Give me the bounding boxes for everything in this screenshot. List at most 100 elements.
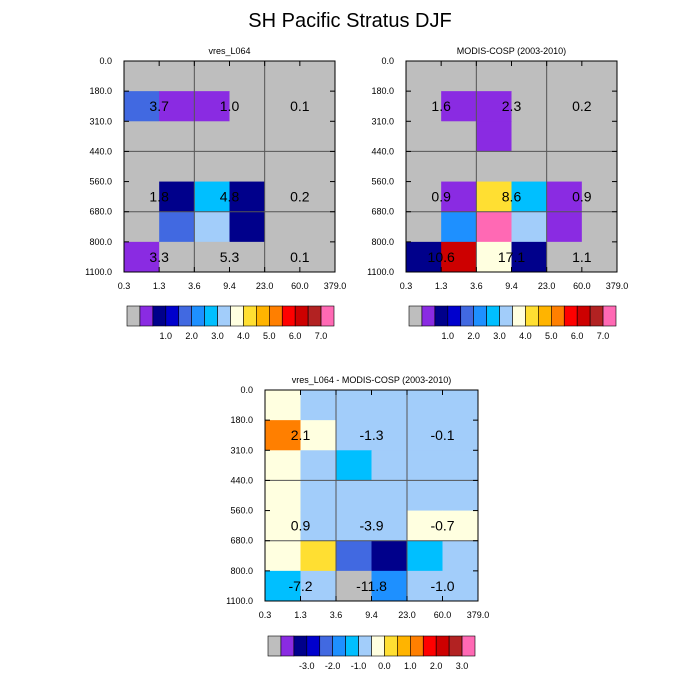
diff-colorbar-box: [422, 635, 437, 657]
diff-cell-r1-c4: [407, 420, 443, 451]
diff-value-label: -1.0: [430, 578, 454, 594]
diff-cell-r3-c2: [336, 480, 372, 512]
diff-colorbar-box: [384, 635, 398, 657]
diff-cell-r3-c1: [300, 480, 337, 512]
modis-title: MODIS-COSP (2003-2010): [457, 46, 566, 56]
vres-value-label: 0.2: [290, 189, 310, 205]
modis-value-label: 1.6: [431, 98, 451, 114]
diff-ytick-label: 800.0: [230, 566, 253, 576]
figure-title: SH Pacific Stratus DJF: [248, 10, 452, 32]
modis-ytick-label: 0.0: [381, 56, 394, 66]
vres-cell-r1-c0: [124, 91, 160, 122]
diff-colorbar-box: [410, 635, 424, 657]
vres-colorbar-box: [204, 305, 218, 327]
diff-cell-r5-c1: [300, 540, 337, 572]
vres-value-label: 3.7: [149, 98, 169, 114]
diff-colorbar-label: 1.0: [404, 661, 417, 671]
modis-cell-r6-c1: [441, 241, 477, 273]
modis-cell-r1-c3: [511, 91, 548, 122]
vres-cell-r5-c0: [124, 211, 160, 243]
vres-cell-r0-c3: [229, 61, 266, 92]
diff-ytick-label: 0.0: [240, 385, 253, 395]
vres-cell-r6-c0: [124, 241, 160, 273]
vres-colorbar-label: 6.0: [289, 331, 302, 341]
vres-cell-r6-c2: [194, 241, 230, 273]
modis-ytick-label: 680.0: [371, 207, 394, 217]
vres-ytick-label: 560.0: [89, 177, 112, 187]
diff-colorbar-box: [293, 635, 308, 657]
diff-cell-r0-c3: [371, 390, 408, 421]
modis-colorbar-box: [589, 305, 604, 327]
diff-cell-r4-c3: [371, 510, 408, 542]
diff-cell-r5-c5: [442, 540, 479, 572]
vres-cell-r2-c3: [229, 121, 266, 152]
vres-colorbar-label: 5.0: [263, 331, 276, 341]
diff-cell-r3-c5: [442, 480, 479, 512]
vres-cell-r0-c1: [159, 61, 195, 92]
modis-cell-r1-c4: [546, 91, 583, 122]
diff-xtick-label: 23.0: [398, 610, 416, 620]
modis-colorbar-box: [602, 305, 617, 327]
vres-ytick-label: 1100.0: [85, 267, 112, 277]
modis-cell-r6-c0: [406, 241, 442, 273]
modis-cell-r6-c5: [581, 241, 618, 273]
modis-colorbar-box: [563, 305, 578, 327]
modis-colorbar-box: [499, 305, 513, 327]
modis-xtick-label: 1.3: [435, 281, 448, 291]
vres-cell-r2-c4: [264, 121, 301, 152]
diff-colorbar-box: [267, 635, 282, 657]
modis-colorbar-label: 1.0: [442, 331, 455, 341]
diff-cell-r6-c5: [442, 570, 479, 602]
vres-cell-r6-c5: [299, 241, 336, 273]
diff-cell-r6-c3: [371, 570, 408, 602]
diff-cell-r5-c3: [371, 540, 408, 572]
vres-cell-r5-c3: [229, 211, 266, 243]
modis-cell-r4-c5: [581, 181, 618, 213]
vres-xtick-label: 60.0: [291, 281, 309, 291]
modis-xtick-label: 3.6: [470, 281, 483, 291]
diff-cell-r5-c0: [265, 540, 301, 572]
vres-value-label: 0.1: [290, 98, 310, 114]
vres-cell-r3-c3: [229, 151, 266, 183]
modis-cell-r5-c1: [441, 211, 477, 243]
modis-cell-r2-c0: [406, 121, 442, 152]
diff-value-label: -3.9: [359, 518, 383, 534]
vres-cell-r1-c4: [264, 91, 301, 122]
vres-cell-r1-c3: [229, 91, 266, 122]
vres-colorbar-box: [307, 305, 322, 327]
modis-cell-r1-c5: [581, 91, 618, 122]
diff-xtick-label: 9.4: [365, 610, 378, 620]
vres-colorbar-label: 1.0: [160, 331, 173, 341]
diff-cell-r1-c0: [265, 420, 301, 451]
modis-value-label: 0.9: [572, 189, 592, 205]
modis-colorbar-label: 6.0: [571, 331, 584, 341]
modis-colorbar-box: [525, 305, 539, 327]
vres-cell-r5-c5: [299, 211, 336, 243]
diff-ytick-label: 310.0: [230, 445, 253, 455]
vres-cell-r1-c2: [194, 91, 230, 122]
vres-cell-r6-c1: [159, 241, 195, 273]
modis-cell-r5-c0: [406, 211, 442, 243]
diff-value-label: -7.2: [288, 578, 312, 594]
vres-ytick-label: 0.0: [99, 56, 112, 66]
diff-colorbar-box: [448, 635, 463, 657]
diff-cell-r1-c2: [336, 420, 372, 451]
modis-cell-r2-c5: [581, 121, 618, 152]
diff-colorbar-box: [319, 635, 333, 657]
diff-value-label: -0.7: [430, 518, 454, 534]
modis-cell-r2-c2: [476, 121, 512, 152]
modis-ytick-label: 440.0: [371, 146, 394, 156]
vres-xtick-label: 379.0: [324, 281, 347, 291]
vres-colorbar-box: [139, 305, 154, 327]
modis-cell-r3-c3: [511, 151, 548, 183]
modis-ytick-label: 1100.0: [367, 267, 394, 277]
modis-colorbar-box: [460, 305, 474, 327]
diff-colorbar-label: 3.0: [456, 661, 469, 671]
modis-xtick-label: 379.0: [606, 281, 629, 291]
vres-xtick-label: 23.0: [256, 281, 274, 291]
diff-cell-r4-c4: [407, 510, 443, 542]
diff-cell-r5-c4: [407, 540, 443, 572]
modis-cell-r6-c2: [476, 241, 512, 273]
modis-cell-r0-c3: [511, 61, 548, 92]
modis-cell-r1-c2: [476, 91, 512, 122]
